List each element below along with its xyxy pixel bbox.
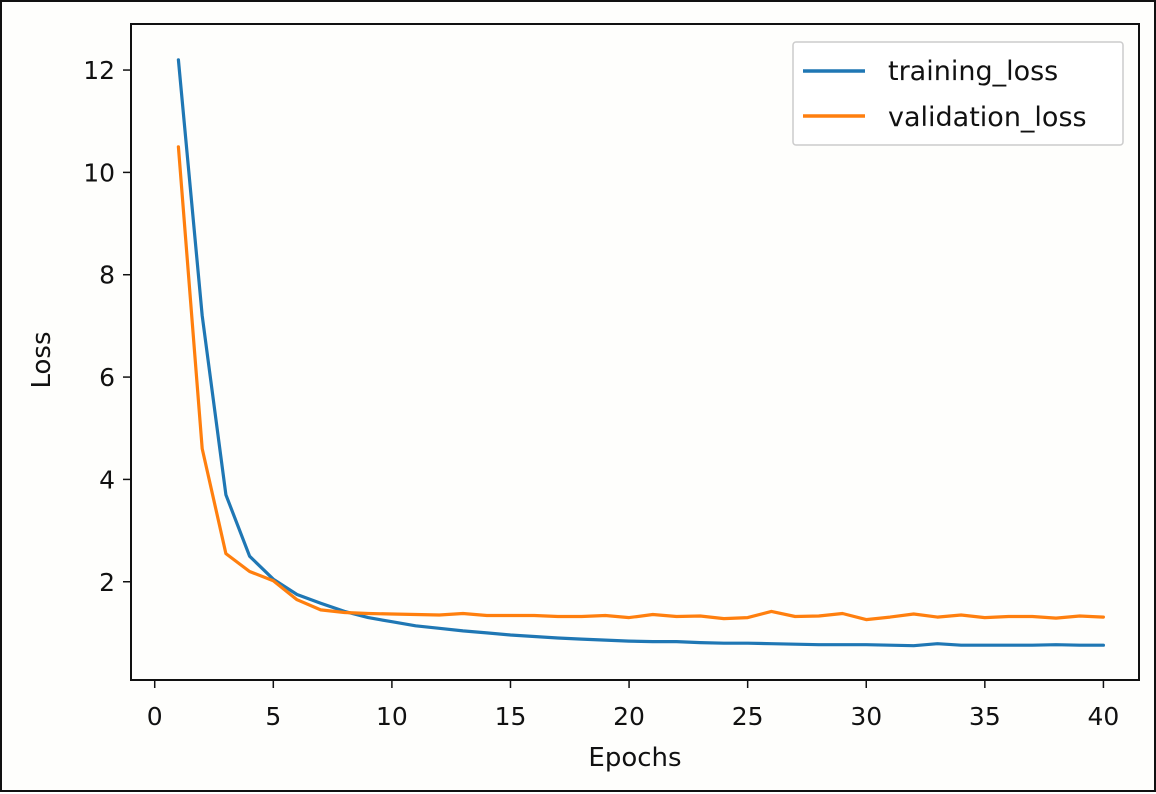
legend-box [792,41,1124,146]
x-tick-label: 0 [147,702,163,731]
y-tick-label: 2 [99,568,115,597]
x-tick-label: 25 [732,702,764,731]
legend-label-training-loss: training_loss [888,56,1058,87]
y-tick-label: 10 [83,158,115,187]
legend: training_loss validation_loss [792,41,1124,146]
x-tick-label: 40 [1088,702,1120,731]
y-axis: 2 4 6 8 10 12 [83,56,131,597]
y-tick-label: 6 [99,363,115,392]
series-line-training-loss [176,58,1106,648]
x-axis-label: Epochs [588,743,681,773]
x-axis: 0 5 10 15 20 25 30 35 40 [147,680,1120,731]
y-axis-label: Loss [27,331,57,388]
series-line-validation-loss [176,145,1106,622]
x-tick-label: 10 [376,702,408,731]
y-tick-label: 4 [99,465,115,494]
x-tick-label: 15 [495,702,527,731]
x-tick-label: 20 [613,702,645,731]
x-tick-label: 35 [969,702,1001,731]
y-tick-label: 12 [83,56,115,85]
y-tick-label: 8 [99,261,115,290]
legend-label-validation-loss: validation_loss [888,102,1087,133]
x-tick-label: 30 [850,702,882,731]
x-tick-label: 5 [265,702,281,731]
plot-area [176,58,1106,648]
